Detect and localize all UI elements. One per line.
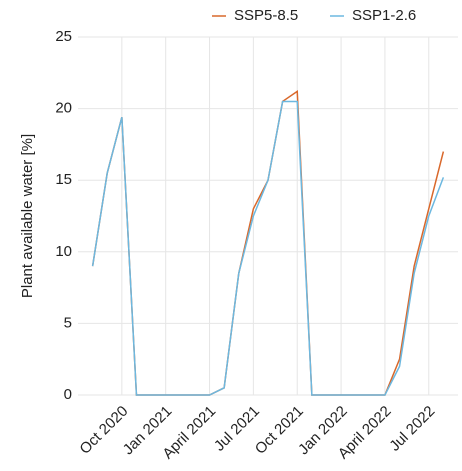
y-axis-label: Plant available water [%] [19,134,36,298]
x-tick-label: Jul 2022 [386,403,438,455]
y-tick-label: 0 [64,386,72,403]
legend-label: SSP5-8.5 [234,7,298,24]
y-tick-label: 15 [55,171,72,188]
legend-label: SSP1-2.6 [352,7,416,24]
y-tick-label: 5 [64,314,72,331]
y-tick-label: 20 [55,100,72,117]
y-tick-label: 25 [55,28,72,45]
data-line [91,100,445,396]
y-tick-label: 10 [55,243,72,260]
data-line [91,90,445,396]
